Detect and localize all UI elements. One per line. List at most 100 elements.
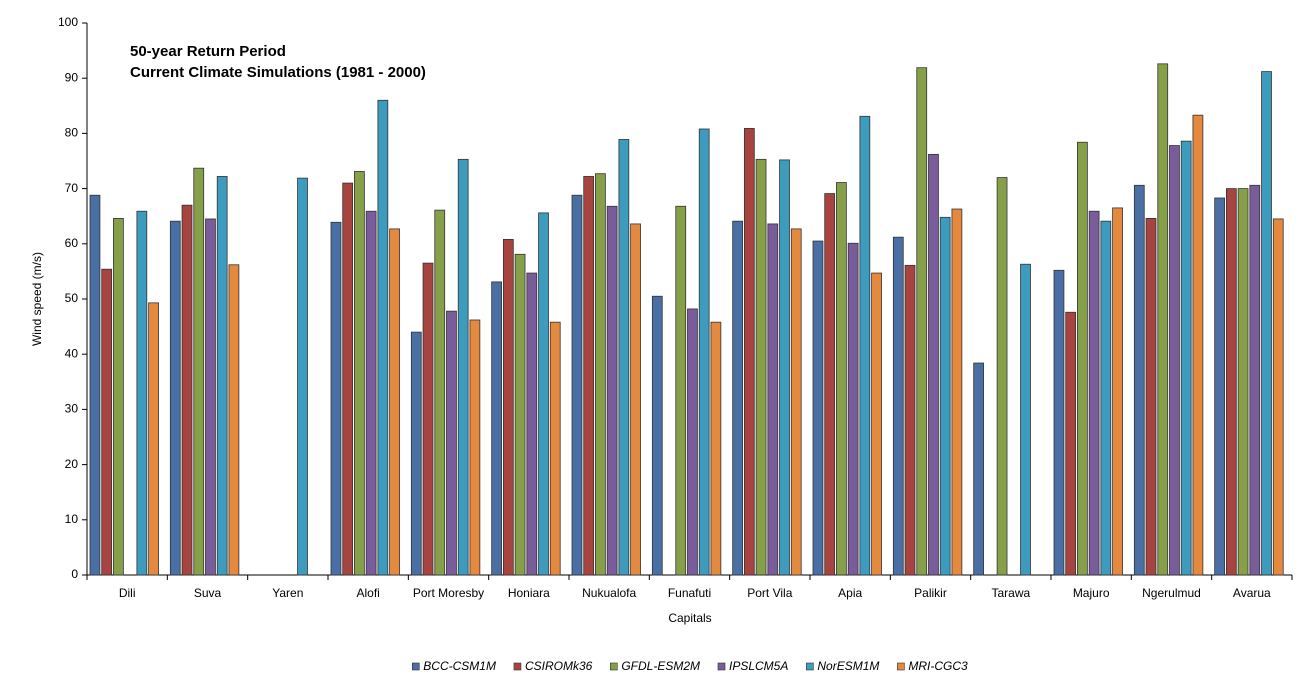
bar [916, 67, 928, 576]
bar [1214, 197, 1225, 576]
y-tick-label: 70 [65, 181, 79, 195]
bar [824, 193, 836, 576]
bar [698, 128, 710, 576]
x-tick-label: Dili [119, 586, 136, 600]
bar [571, 194, 583, 576]
bar [514, 253, 526, 576]
y-tick-label: 50 [65, 291, 79, 305]
bar [1180, 140, 1192, 576]
bar [630, 223, 641, 576]
legend-swatch [806, 662, 814, 671]
bar [502, 238, 514, 576]
bar [732, 220, 743, 576]
bar [169, 220, 181, 576]
x-tick-label: Yaren [272, 586, 303, 600]
bar [297, 177, 308, 576]
bar [606, 205, 618, 576]
x-tick-label: Ngerulmud [1142, 586, 1201, 600]
bar [148, 302, 159, 576]
bar [205, 218, 216, 576]
bar [847, 242, 859, 576]
bar [618, 139, 630, 576]
legend-swatch [411, 662, 420, 671]
bar [779, 159, 790, 576]
legend-label: IPSLCM5A [729, 659, 788, 673]
bar [193, 167, 205, 576]
bar [1225, 188, 1237, 576]
bar [491, 281, 502, 576]
bar [675, 205, 687, 576]
bar [1088, 210, 1100, 576]
bar [113, 218, 124, 576]
bar [365, 210, 377, 576]
bar [710, 321, 722, 576]
legend-swatch [897, 662, 905, 671]
bar [354, 171, 365, 576]
bar [1249, 184, 1261, 576]
bar [1100, 220, 1112, 576]
legend-label: GFDL-ESM2M [621, 659, 700, 673]
x-tick-label: Port Moresby [413, 586, 484, 600]
y-tick-label: 90 [65, 70, 79, 84]
y-tick-label: 30 [65, 402, 79, 416]
legend-label: MRI-CGC3 [908, 659, 968, 673]
bar [422, 262, 434, 576]
bar [526, 272, 538, 576]
y-tick-label: 100 [58, 15, 78, 29]
bar [767, 223, 779, 576]
bar [790, 228, 802, 576]
bar [859, 115, 871, 576]
x-tick-label: Palikir [914, 586, 947, 600]
bar [549, 321, 561, 576]
bar [1261, 71, 1272, 576]
x-tick-label: Avarua [1233, 586, 1271, 600]
bar [1112, 207, 1123, 576]
x-tick-label: Apia [838, 586, 862, 600]
legend-label: BCC-CSM1M [423, 659, 496, 673]
bar [342, 182, 354, 576]
bar [1169, 145, 1180, 576]
bar [1053, 269, 1065, 576]
bar [469, 319, 481, 576]
legend-label: CSIROMk36 [525, 659, 593, 673]
legend-swatch [610, 662, 618, 671]
bar [996, 177, 1008, 576]
bar [939, 216, 951, 576]
bar [951, 208, 963, 576]
y-tick-label: 60 [65, 236, 79, 250]
x-tick-label: Port Vila [747, 586, 792, 600]
x-tick-label: Funafuti [668, 586, 711, 600]
bar [892, 236, 904, 576]
bar [836, 182, 847, 576]
x-tick-label: Suva [194, 586, 222, 600]
y-tick-label: 10 [65, 512, 79, 526]
bar [1145, 218, 1157, 576]
bar [595, 173, 606, 576]
y-tick-label: 40 [65, 346, 79, 360]
bar [651, 295, 663, 576]
y-tick-label: 80 [65, 126, 79, 140]
bar [755, 158, 767, 576]
bar [89, 194, 101, 576]
chart-title: 50-year Return Period [130, 43, 286, 60]
x-tick-label: Nukualofa [582, 586, 636, 600]
y-tick-label: 20 [65, 457, 79, 471]
bar [973, 362, 984, 576]
bar [1133, 184, 1145, 576]
bar [101, 268, 113, 576]
x-tick-label: Alofi [356, 586, 379, 600]
bar [446, 310, 457, 576]
legend-swatch [717, 662, 726, 671]
chart-subtitle: Current Climate Simulations (1981 - 2000… [130, 64, 426, 81]
x-tick-label: Tarawa [991, 586, 1030, 600]
bar [216, 176, 228, 576]
bar [871, 272, 882, 576]
legend-label: NorESM1M [817, 659, 879, 673]
bar [904, 264, 916, 576]
bar [812, 240, 824, 576]
bar [457, 158, 469, 576]
bar [136, 210, 148, 576]
bar [1272, 218, 1284, 576]
bar [1077, 141, 1088, 576]
